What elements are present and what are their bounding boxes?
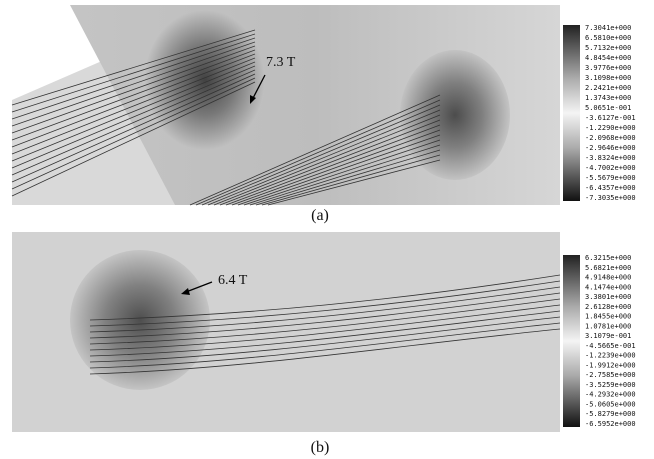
colorbar-label: 6.5810e+000 — [585, 34, 631, 42]
colorbar-label: -3.5259e+000 — [585, 381, 636, 389]
panel-b: 6.4 T (b) — [12, 232, 580, 456]
colorbar-label: -3.8324e+000 — [585, 154, 636, 162]
colorbar-label: 3.3801e+000 — [585, 293, 631, 301]
colorbar-label: -2.9646e+000 — [585, 144, 636, 152]
colorbar-label: 4.9148e+000 — [585, 274, 631, 282]
colorbar-label: 4.1474e+000 — [585, 283, 631, 291]
colorbar-label: 5.7132e+000 — [585, 44, 631, 52]
colorbar-label: -5.8279e+000 — [585, 410, 636, 418]
colorbar — [563, 25, 580, 201]
colorbar-label: 1.3743e+000 — [585, 94, 631, 102]
colorbar-label: 3.9776e+000 — [585, 64, 631, 72]
colorbar-label: 3.1079e-001 — [585, 332, 631, 340]
colorbar-label: 7.3041e+000 — [585, 24, 631, 32]
colorbar-label: -6.4357e+000 — [585, 184, 636, 192]
colorbar-label: -2.7585e+000 — [585, 371, 636, 379]
colorbar-label: -4.7002e+000 — [585, 164, 636, 172]
colorbar-label: -4.5665e-001 — [585, 342, 636, 350]
annotation: 6.4 T — [218, 273, 248, 288]
colorbar-label: 6.3215e+000 — [585, 254, 631, 262]
colorbar-label: -5.5679e+000 — [585, 174, 636, 182]
colorbar-label: -4.2932e+000 — [585, 391, 636, 399]
colorbar-label: -6.5952e+000 — [585, 420, 636, 428]
colorbar-label: -5.0605e+000 — [585, 400, 636, 408]
colorbar-label: -7.3035e+000 — [585, 194, 636, 202]
colorbar-label: 1.8455e+000 — [585, 313, 631, 321]
panel-a: 7.3 T (a) — [12, 5, 580, 224]
colorbar-label: 2.6128e+000 — [585, 303, 631, 311]
colorbar-label: 2.2421e+000 — [585, 84, 631, 92]
magnet-pole — [145, 10, 265, 150]
colorbar-label: 5.6821e+000 — [585, 264, 631, 272]
colorbar-label: -1.2290e+000 — [585, 124, 636, 132]
colorbar-label: -3.6127e-001 — [585, 114, 636, 122]
colorbar-label: 4.8454e+000 — [585, 54, 631, 62]
figure: 7.3 T (a) 6.4 T (b) 7.3041e+000 6.5810e+0… — [0, 0, 654, 459]
colorbar — [563, 255, 580, 427]
caption: (b) — [311, 439, 330, 456]
colorbar-label: 1.0781e+000 — [585, 322, 631, 330]
annotation: 7.3 T — [266, 55, 296, 70]
colorbar-label: -1.2239e+000 — [585, 352, 636, 360]
colorbar-label: -2.0968e+000 — [585, 134, 636, 142]
colorbar-label: 5.0651e-001 — [585, 104, 631, 112]
caption: (a) — [311, 207, 329, 224]
colorbar-label: 3.1098e+000 — [585, 74, 631, 82]
colorbar-label: -1.9912e+000 — [585, 361, 636, 369]
